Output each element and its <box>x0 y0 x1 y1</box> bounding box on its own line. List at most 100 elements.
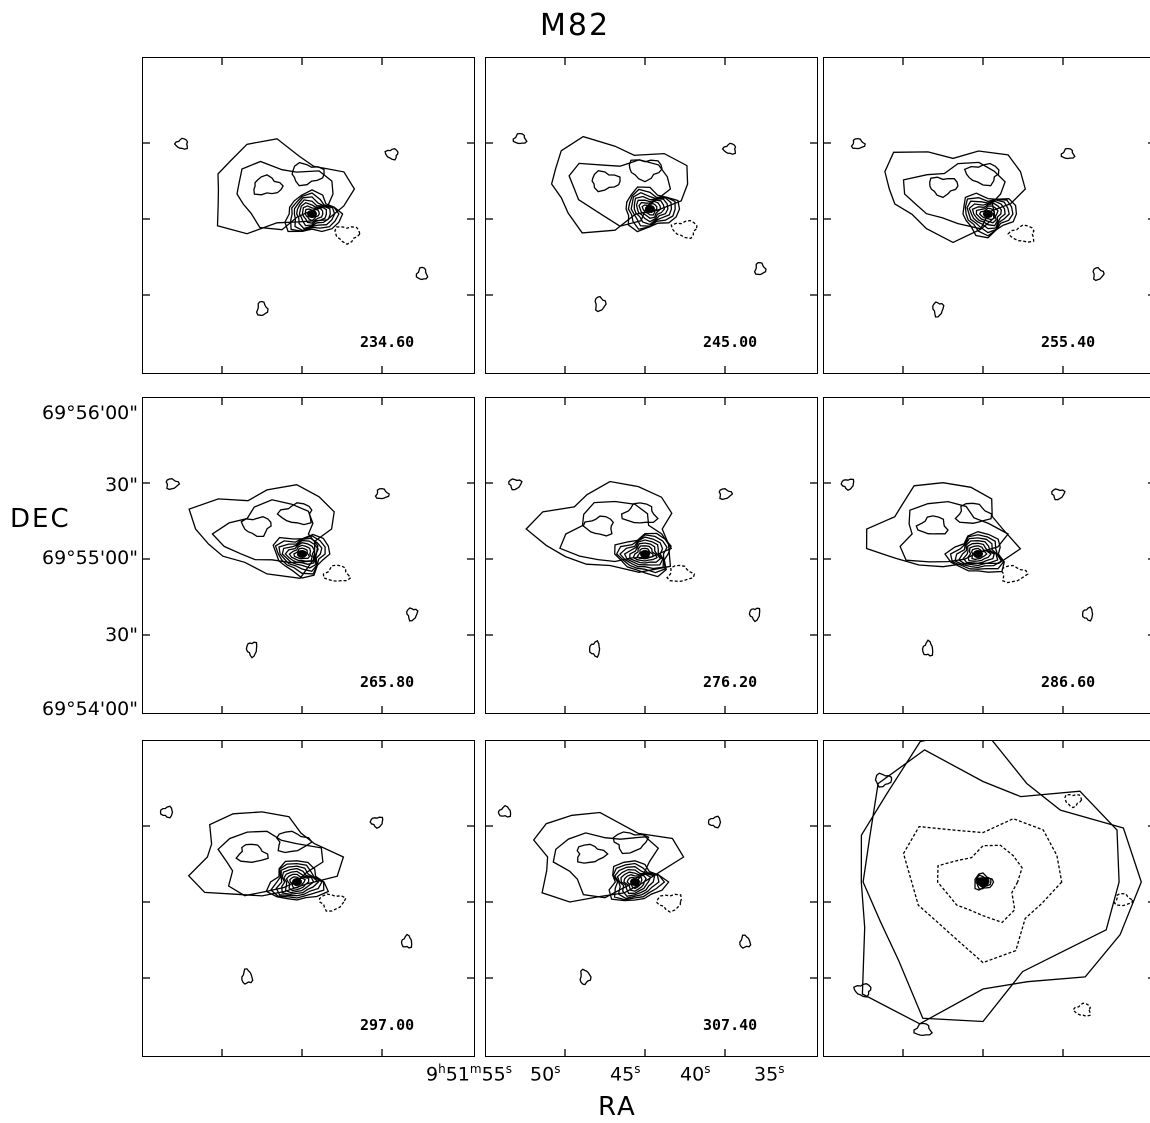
contour-line <box>874 772 893 788</box>
contour-line <box>971 202 1002 227</box>
panel-frame <box>485 397 818 714</box>
contour-line <box>840 478 855 491</box>
negative-contour <box>670 219 698 240</box>
contour-line <box>276 502 313 526</box>
contour-line <box>620 871 652 895</box>
contour-line <box>512 132 528 145</box>
contour-line <box>188 484 335 579</box>
panel-frame <box>823 397 1150 714</box>
contour-line <box>623 539 664 566</box>
contour-line <box>978 207 996 221</box>
contour-line <box>616 868 656 898</box>
contour-line <box>216 138 356 235</box>
contour-line <box>304 208 320 222</box>
contour-line <box>270 862 325 899</box>
contour-line <box>301 205 324 224</box>
contour-line <box>289 876 306 889</box>
contour-plot <box>142 740 475 1057</box>
contour-line <box>627 188 676 230</box>
contour-plot <box>142 397 475 714</box>
velocity-label: 234.60 <box>360 333 415 351</box>
contour-line <box>369 816 384 829</box>
contour-line <box>915 515 949 535</box>
contour-line <box>255 300 269 317</box>
contour-line <box>217 830 324 897</box>
chart-title: M82 <box>539 8 611 43</box>
panel-frame <box>485 740 818 1057</box>
contour-line <box>739 934 752 949</box>
contour-line <box>1060 147 1076 160</box>
contour-line <box>291 161 325 187</box>
negative-contour <box>334 226 361 245</box>
panel-frame <box>485 57 818 374</box>
contour-line <box>278 537 323 573</box>
contour-line <box>954 502 993 524</box>
contour-line <box>968 200 1006 230</box>
contour-line <box>384 147 399 161</box>
contour-line <box>612 862 666 901</box>
contour-line <box>718 488 734 501</box>
channel-panel <box>823 740 1150 1057</box>
contour-line <box>636 547 654 560</box>
contour-line <box>296 199 331 230</box>
contour-line <box>406 607 419 622</box>
contour-plot <box>485 57 818 374</box>
velocity-label: 307.40 <box>703 1016 758 1034</box>
channel-panel: 307.40 <box>485 740 818 1057</box>
contour-plot <box>485 397 818 714</box>
sidelobe-ring <box>862 749 1120 1023</box>
contour-line <box>293 196 336 232</box>
nucleus-peak <box>297 550 307 558</box>
contour-line <box>1064 793 1083 809</box>
contour-line <box>272 533 331 579</box>
contour-line <box>245 641 258 659</box>
contour-line <box>929 176 959 199</box>
panel-frame <box>142 397 475 714</box>
contour-line <box>629 542 662 564</box>
y-tick-label: 30" <box>105 474 138 496</box>
nucleus-peak <box>640 550 650 558</box>
contour-line <box>974 872 995 891</box>
nucleus-peak <box>973 550 983 558</box>
contour-line <box>850 137 866 150</box>
contour-line <box>288 544 313 562</box>
contour-line <box>1092 266 1105 282</box>
beam-peak <box>977 877 989 887</box>
contour-line <box>613 866 660 900</box>
contour-line <box>579 968 592 986</box>
contour-line <box>159 805 174 819</box>
contour-line <box>241 968 254 985</box>
x-tick-label: 50s <box>530 1062 561 1086</box>
panel-frame <box>142 57 475 374</box>
contour-line <box>949 534 1005 570</box>
channel-panel: 255.40 <box>823 57 1150 374</box>
contour-line <box>853 983 872 998</box>
contour-line <box>1051 488 1066 501</box>
contour-line <box>576 843 609 864</box>
contour-line <box>165 478 181 491</box>
negative-contour <box>322 564 352 582</box>
contour-line <box>532 811 685 903</box>
contour-line <box>632 545 658 562</box>
contour-line <box>921 639 934 657</box>
channel-panel: 297.00 <box>142 740 475 1057</box>
contour-line <box>638 200 662 220</box>
y-tick-label: 69°55'00" <box>42 547 138 569</box>
contour-line <box>275 865 323 897</box>
contour-line <box>582 515 615 537</box>
contour-line <box>954 537 1003 569</box>
contour-line <box>1081 606 1094 622</box>
contour-plot <box>823 57 1150 374</box>
contour-line <box>265 860 330 901</box>
contour-line <box>623 874 647 892</box>
y-tick-label: 30" <box>105 624 138 646</box>
contour-line <box>964 197 1014 237</box>
contour-line <box>899 500 1010 563</box>
contour-line <box>721 142 737 155</box>
nucleus-peak <box>292 878 302 886</box>
x-tick-label: 35s <box>754 1062 785 1086</box>
contour-line <box>628 159 663 183</box>
x-tick-label: 40s <box>680 1062 711 1086</box>
contour-line <box>284 189 344 233</box>
